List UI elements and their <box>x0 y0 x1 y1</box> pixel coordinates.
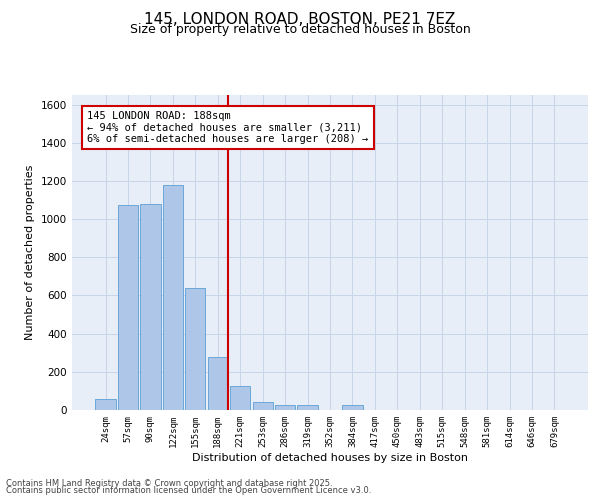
Bar <box>230 386 250 410</box>
Bar <box>253 402 273 410</box>
Bar <box>275 405 295 410</box>
Text: Contains public sector information licensed under the Open Government Licence v3: Contains public sector information licen… <box>6 486 371 495</box>
X-axis label: Distribution of detached houses by size in Boston: Distribution of detached houses by size … <box>192 452 468 462</box>
Bar <box>343 405 362 410</box>
Text: Contains HM Land Registry data © Crown copyright and database right 2025.: Contains HM Land Registry data © Crown c… <box>6 478 332 488</box>
Bar <box>118 205 138 410</box>
Text: 145 LONDON ROAD: 188sqm
← 94% of detached houses are smaller (3,211)
6% of semi-: 145 LONDON ROAD: 188sqm ← 94% of detache… <box>88 111 369 144</box>
Bar <box>298 405 317 410</box>
Y-axis label: Number of detached properties: Number of detached properties <box>25 165 35 340</box>
Text: 145, LONDON ROAD, BOSTON, PE21 7EZ: 145, LONDON ROAD, BOSTON, PE21 7EZ <box>145 12 455 28</box>
Bar <box>163 184 183 410</box>
Text: Size of property relative to detached houses in Boston: Size of property relative to detached ho… <box>130 22 470 36</box>
Bar <box>95 398 116 410</box>
Bar <box>185 288 205 410</box>
Bar <box>208 356 228 410</box>
Bar <box>140 204 161 410</box>
